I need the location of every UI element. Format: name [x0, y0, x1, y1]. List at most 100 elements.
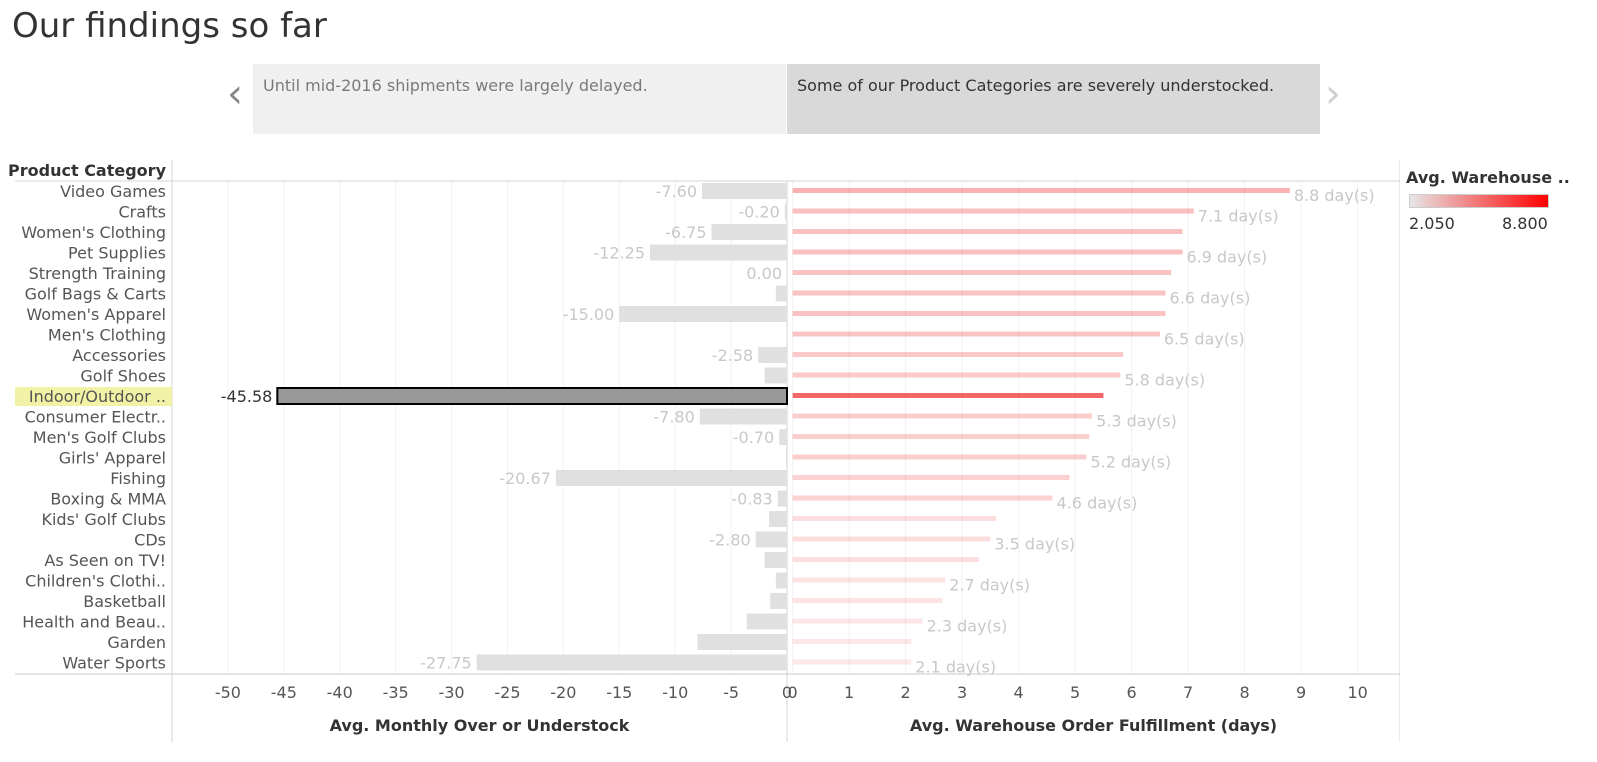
category-label[interactable]: Men's Golf Clubs	[33, 428, 166, 447]
stock-bar[interactable]	[775, 285, 787, 302]
fulfillment-bar[interactable]	[792, 229, 1183, 234]
chevron-right-icon[interactable]: ›	[1325, 71, 1341, 117]
fulfillment-bar[interactable]	[792, 331, 1160, 337]
fulfillment-bar[interactable]	[792, 393, 1104, 398]
stock-bar[interactable]	[777, 490, 787, 507]
fulfillment-bar[interactable]	[792, 516, 997, 521]
category-label[interactable]: Indoor/Outdoor ..	[29, 387, 166, 406]
stock-bar[interactable]	[702, 183, 787, 199]
stock-bar[interactable]	[758, 347, 787, 363]
stock-bar[interactable]	[779, 429, 787, 445]
category-label[interactable]: Health and Beau..	[22, 613, 166, 632]
fulfillment-bar[interactable]	[792, 475, 1070, 480]
fulfillment-bar[interactable]	[792, 372, 1121, 378]
fulfillment-bar[interactable]	[792, 188, 1290, 193]
fulfillment-value-label: 7.1 day(s)	[1198, 207, 1279, 226]
chevron-left-icon[interactable]: ‹	[227, 71, 243, 117]
category-label[interactable]: Fishing	[110, 469, 166, 488]
stock-value-label: -2.58	[712, 346, 753, 365]
left-axis-tick-label: -15	[606, 683, 632, 702]
diverging-bar-chart: Product Category Video Games -7.60 8.8 day(…	[8, 160, 1400, 742]
category-label[interactable]: Strength Training	[29, 264, 166, 283]
right-axis-tick-label: 8	[1240, 683, 1250, 702]
category-label[interactable]: Basketball	[83, 592, 166, 611]
category-label[interactable]: Garden	[107, 633, 166, 652]
fulfillment-value-label: 6.5 day(s)	[1164, 330, 1245, 349]
stock-bar[interactable]	[619, 306, 787, 322]
stock-bar[interactable]	[476, 654, 787, 671]
stock-value-label: -0.20	[738, 203, 779, 222]
left-axis-tick-label: -50	[215, 683, 241, 702]
fulfillment-bar[interactable]	[792, 270, 1172, 275]
fulfillment-value-label: 8.8 day(s)	[1294, 186, 1375, 205]
category-label[interactable]: Pet Supplies	[68, 244, 166, 263]
fulfillment-value-label: 2.7 day(s)	[949, 576, 1030, 595]
fulfillment-bar[interactable]	[792, 352, 1124, 357]
stock-bar[interactable]	[699, 408, 787, 425]
selected-row-highlight	[15, 387, 172, 406]
fulfillment-bar[interactable]	[792, 639, 912, 644]
stock-bar[interactable]	[755, 531, 787, 548]
category-label[interactable]: Children's Clothi..	[25, 572, 166, 591]
right-axis-tick-label: 6	[1127, 683, 1137, 702]
fulfillment-bar[interactable]	[792, 659, 912, 665]
color-legend-bar	[1409, 194, 1549, 208]
row-header-title: Product Category	[8, 161, 167, 180]
fulfillment-bar[interactable]	[792, 577, 946, 583]
stock-bar[interactable]	[770, 593, 787, 609]
category-label[interactable]: Crafts	[118, 203, 166, 222]
fulfillment-bar[interactable]	[792, 249, 1183, 255]
stock-bar[interactable]	[746, 613, 787, 630]
fulfillment-bar[interactable]	[792, 557, 980, 562]
category-label[interactable]: Video Games	[60, 182, 166, 201]
category-label[interactable]: Water Sports	[62, 654, 166, 673]
right-axis-tick-label: 10	[1347, 683, 1367, 702]
right-axis-tick-label: 5	[1070, 683, 1080, 702]
fulfillment-bar[interactable]	[792, 495, 1053, 501]
stock-bar[interactable]	[711, 224, 787, 240]
left-axis-tick-label: -5	[723, 683, 739, 702]
stock-bar[interactable]	[784, 203, 787, 220]
stock-value-label: -27.75	[420, 654, 472, 673]
fulfillment-bar[interactable]	[792, 598, 943, 603]
category-label[interactable]: Golf Bags & Carts	[25, 285, 166, 304]
stock-bar[interactable]	[764, 552, 787, 568]
category-label[interactable]: Consumer Electr..	[25, 408, 166, 427]
category-label[interactable]: CDs	[134, 531, 166, 550]
stock-bar[interactable]	[697, 634, 787, 650]
stock-bar[interactable]	[764, 367, 787, 384]
story-point-1[interactable]: Until mid-2016 shipments were largely de…	[253, 64, 786, 134]
fulfillment-bar[interactable]	[792, 536, 991, 542]
category-label[interactable]: Kids' Golf Clubs	[41, 510, 166, 529]
fulfillment-bar[interactable]	[792, 290, 1166, 296]
fulfillment-bar[interactable]	[792, 618, 923, 624]
left-axis-tick-label: -40	[327, 683, 353, 702]
fulfillment-value-label: 2.1 day(s)	[915, 658, 996, 677]
story-point-2[interactable]: Some of our Product Categories are sever…	[787, 64, 1320, 134]
category-label[interactable]: Men's Clothing	[48, 326, 166, 345]
category-label[interactable]: Golf Shoes	[80, 367, 166, 386]
fulfillment-bar[interactable]	[792, 413, 1093, 419]
category-label[interactable]: Women's Apparel	[26, 305, 166, 324]
stock-value-label: -6.75	[665, 223, 706, 242]
category-label[interactable]: Accessories	[72, 346, 166, 365]
fulfillment-bar[interactable]	[792, 434, 1090, 439]
category-label[interactable]: Women's Clothing	[21, 223, 166, 242]
fulfillment-bar[interactable]	[792, 311, 1166, 316]
category-label[interactable]: Boxing & MMA	[50, 490, 166, 509]
stock-value-label: -0.83	[731, 490, 772, 509]
category-label[interactable]: As Seen on TV!	[44, 551, 166, 570]
stock-bar[interactable]	[276, 387, 788, 405]
stock-bar[interactable]	[769, 511, 787, 527]
stock-bar[interactable]	[555, 470, 787, 486]
fulfillment-bar[interactable]	[792, 454, 1087, 460]
stock-bar[interactable]	[785, 449, 787, 466]
stock-value-label: -20.67	[499, 469, 551, 488]
stock-bar[interactable]	[775, 572, 787, 589]
page-title: Our findings so far	[12, 6, 327, 46]
stock-bar[interactable]	[650, 244, 787, 261]
category-label[interactable]: Girls' Apparel	[59, 449, 166, 468]
right-axis-tick-label: 0	[788, 683, 798, 702]
fulfillment-bar[interactable]	[792, 208, 1194, 214]
fulfillment-value-label: 6.6 day(s)	[1170, 289, 1251, 308]
